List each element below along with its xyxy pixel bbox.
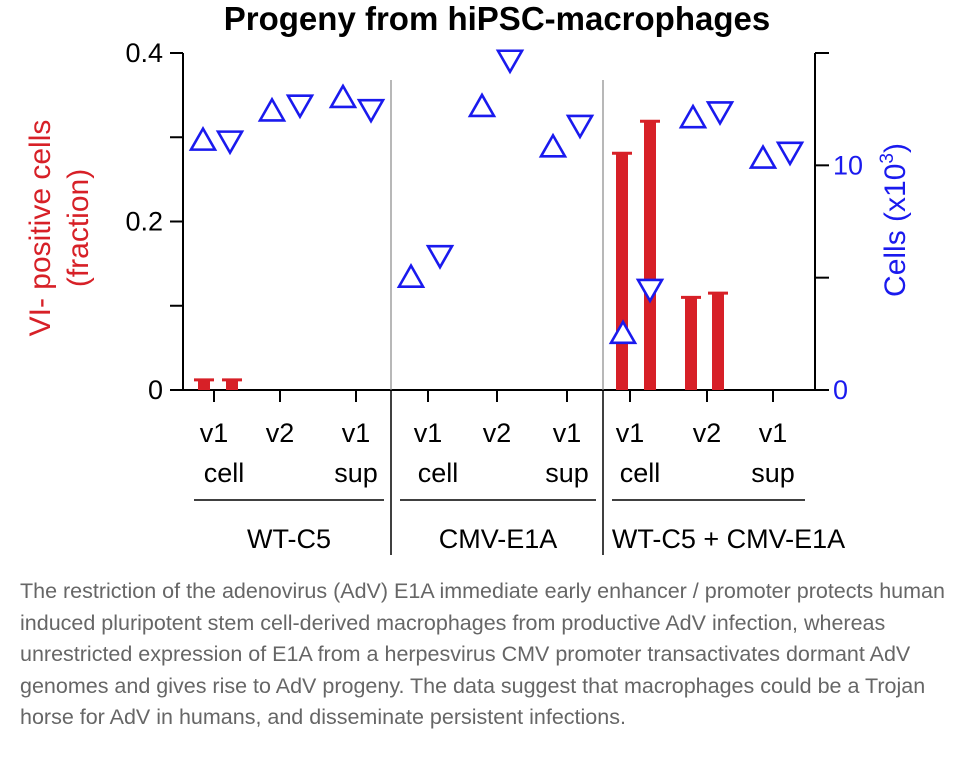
x-tick-label-version: v1 bbox=[553, 418, 582, 448]
cell-count-marker bbox=[678, 103, 708, 129]
left-tick-label: 0 bbox=[148, 375, 163, 405]
group-label: CMV-E1A bbox=[439, 524, 558, 554]
right-tick-label: 10 bbox=[833, 150, 863, 180]
x-label-sup: sup bbox=[334, 458, 378, 488]
group-label: WT-C5 bbox=[247, 524, 331, 554]
chart-title: Progeny from hiPSC-macrophages bbox=[224, 0, 770, 37]
cell-count-marker bbox=[425, 244, 455, 270]
x-tick-label-version: v1 bbox=[414, 418, 443, 448]
x-tick-label-version: v2 bbox=[483, 418, 512, 448]
left-y-axis-label-line1: VI- positive cells bbox=[24, 120, 57, 337]
x-label-cell: cell bbox=[620, 458, 661, 488]
cell-count-marker bbox=[257, 96, 287, 122]
bar bbox=[616, 153, 628, 390]
x-tick-label-version: v1 bbox=[759, 418, 788, 448]
right-y-axis-label: Cells (x103) bbox=[877, 143, 912, 297]
x-tick-label-version: v1 bbox=[200, 418, 229, 448]
cell-count-marker bbox=[705, 101, 735, 127]
axes: 0 0.2 0.4 0 10 bbox=[125, 38, 863, 555]
bar bbox=[198, 379, 210, 390]
chart: Progeny from hiPSC-macrophages VI- posit… bbox=[24, 0, 912, 555]
right-y-axis-label-end: ) bbox=[879, 143, 912, 153]
left-tick-label: 0.2 bbox=[125, 207, 163, 237]
right-tick-label: 0 bbox=[833, 375, 848, 405]
figure-caption: The restriction of the adenovirus (AdV) … bbox=[20, 579, 945, 729]
x-label-sup: sup bbox=[751, 458, 795, 488]
right-y-axis-label-text: Cells (x103) bbox=[877, 143, 912, 297]
left-y-axis-label-line2: (fraction) bbox=[62, 169, 95, 287]
cell-count-marker bbox=[565, 114, 595, 140]
cell-count-marker bbox=[538, 132, 568, 158]
cell-count-marker bbox=[396, 263, 426, 288]
x-label-cell: cell bbox=[204, 458, 245, 488]
marker-series bbox=[188, 49, 805, 345]
x-tick-label-version: v1 bbox=[342, 418, 371, 448]
x-categories: v1 v2 v1 cell sup WT-C5 v1 v2 v1 cell sup CMV-E1A v1… bbox=[194, 390, 845, 554]
x-tick-label-version: v1 bbox=[616, 418, 645, 448]
cell-count-marker bbox=[635, 278, 665, 304]
cell-count-marker bbox=[495, 49, 525, 75]
cell-count-marker bbox=[356, 98, 386, 124]
bar bbox=[226, 379, 238, 390]
x-label-sup: sup bbox=[545, 458, 589, 488]
x-tick-label-version: v2 bbox=[266, 418, 295, 448]
right-y-axis-label-sup: 3 bbox=[877, 153, 898, 164]
group-label: WT-C5 + CMV-E1A bbox=[612, 524, 845, 554]
cell-count-marker bbox=[215, 130, 245, 156]
x-label-cell: cell bbox=[418, 458, 459, 488]
cell-count-marker bbox=[775, 141, 805, 167]
bar-series bbox=[194, 119, 728, 391]
cell-count-marker bbox=[285, 94, 315, 120]
cell-count-marker bbox=[328, 83, 358, 109]
right-y-axis-label-main: Cells (x10 bbox=[879, 164, 912, 297]
cell-count-marker bbox=[467, 92, 497, 118]
bar bbox=[685, 297, 697, 390]
left-y-axis-label: VI- positive cells (fraction) bbox=[24, 120, 95, 337]
cell-count-marker bbox=[188, 125, 218, 151]
left-tick-label: 0.4 bbox=[125, 38, 163, 68]
bar bbox=[644, 121, 656, 391]
bar bbox=[712, 293, 724, 390]
cell-count-marker bbox=[608, 319, 638, 345]
x-tick-label-version: v2 bbox=[693, 418, 722, 448]
cell-count-marker bbox=[748, 143, 778, 169]
